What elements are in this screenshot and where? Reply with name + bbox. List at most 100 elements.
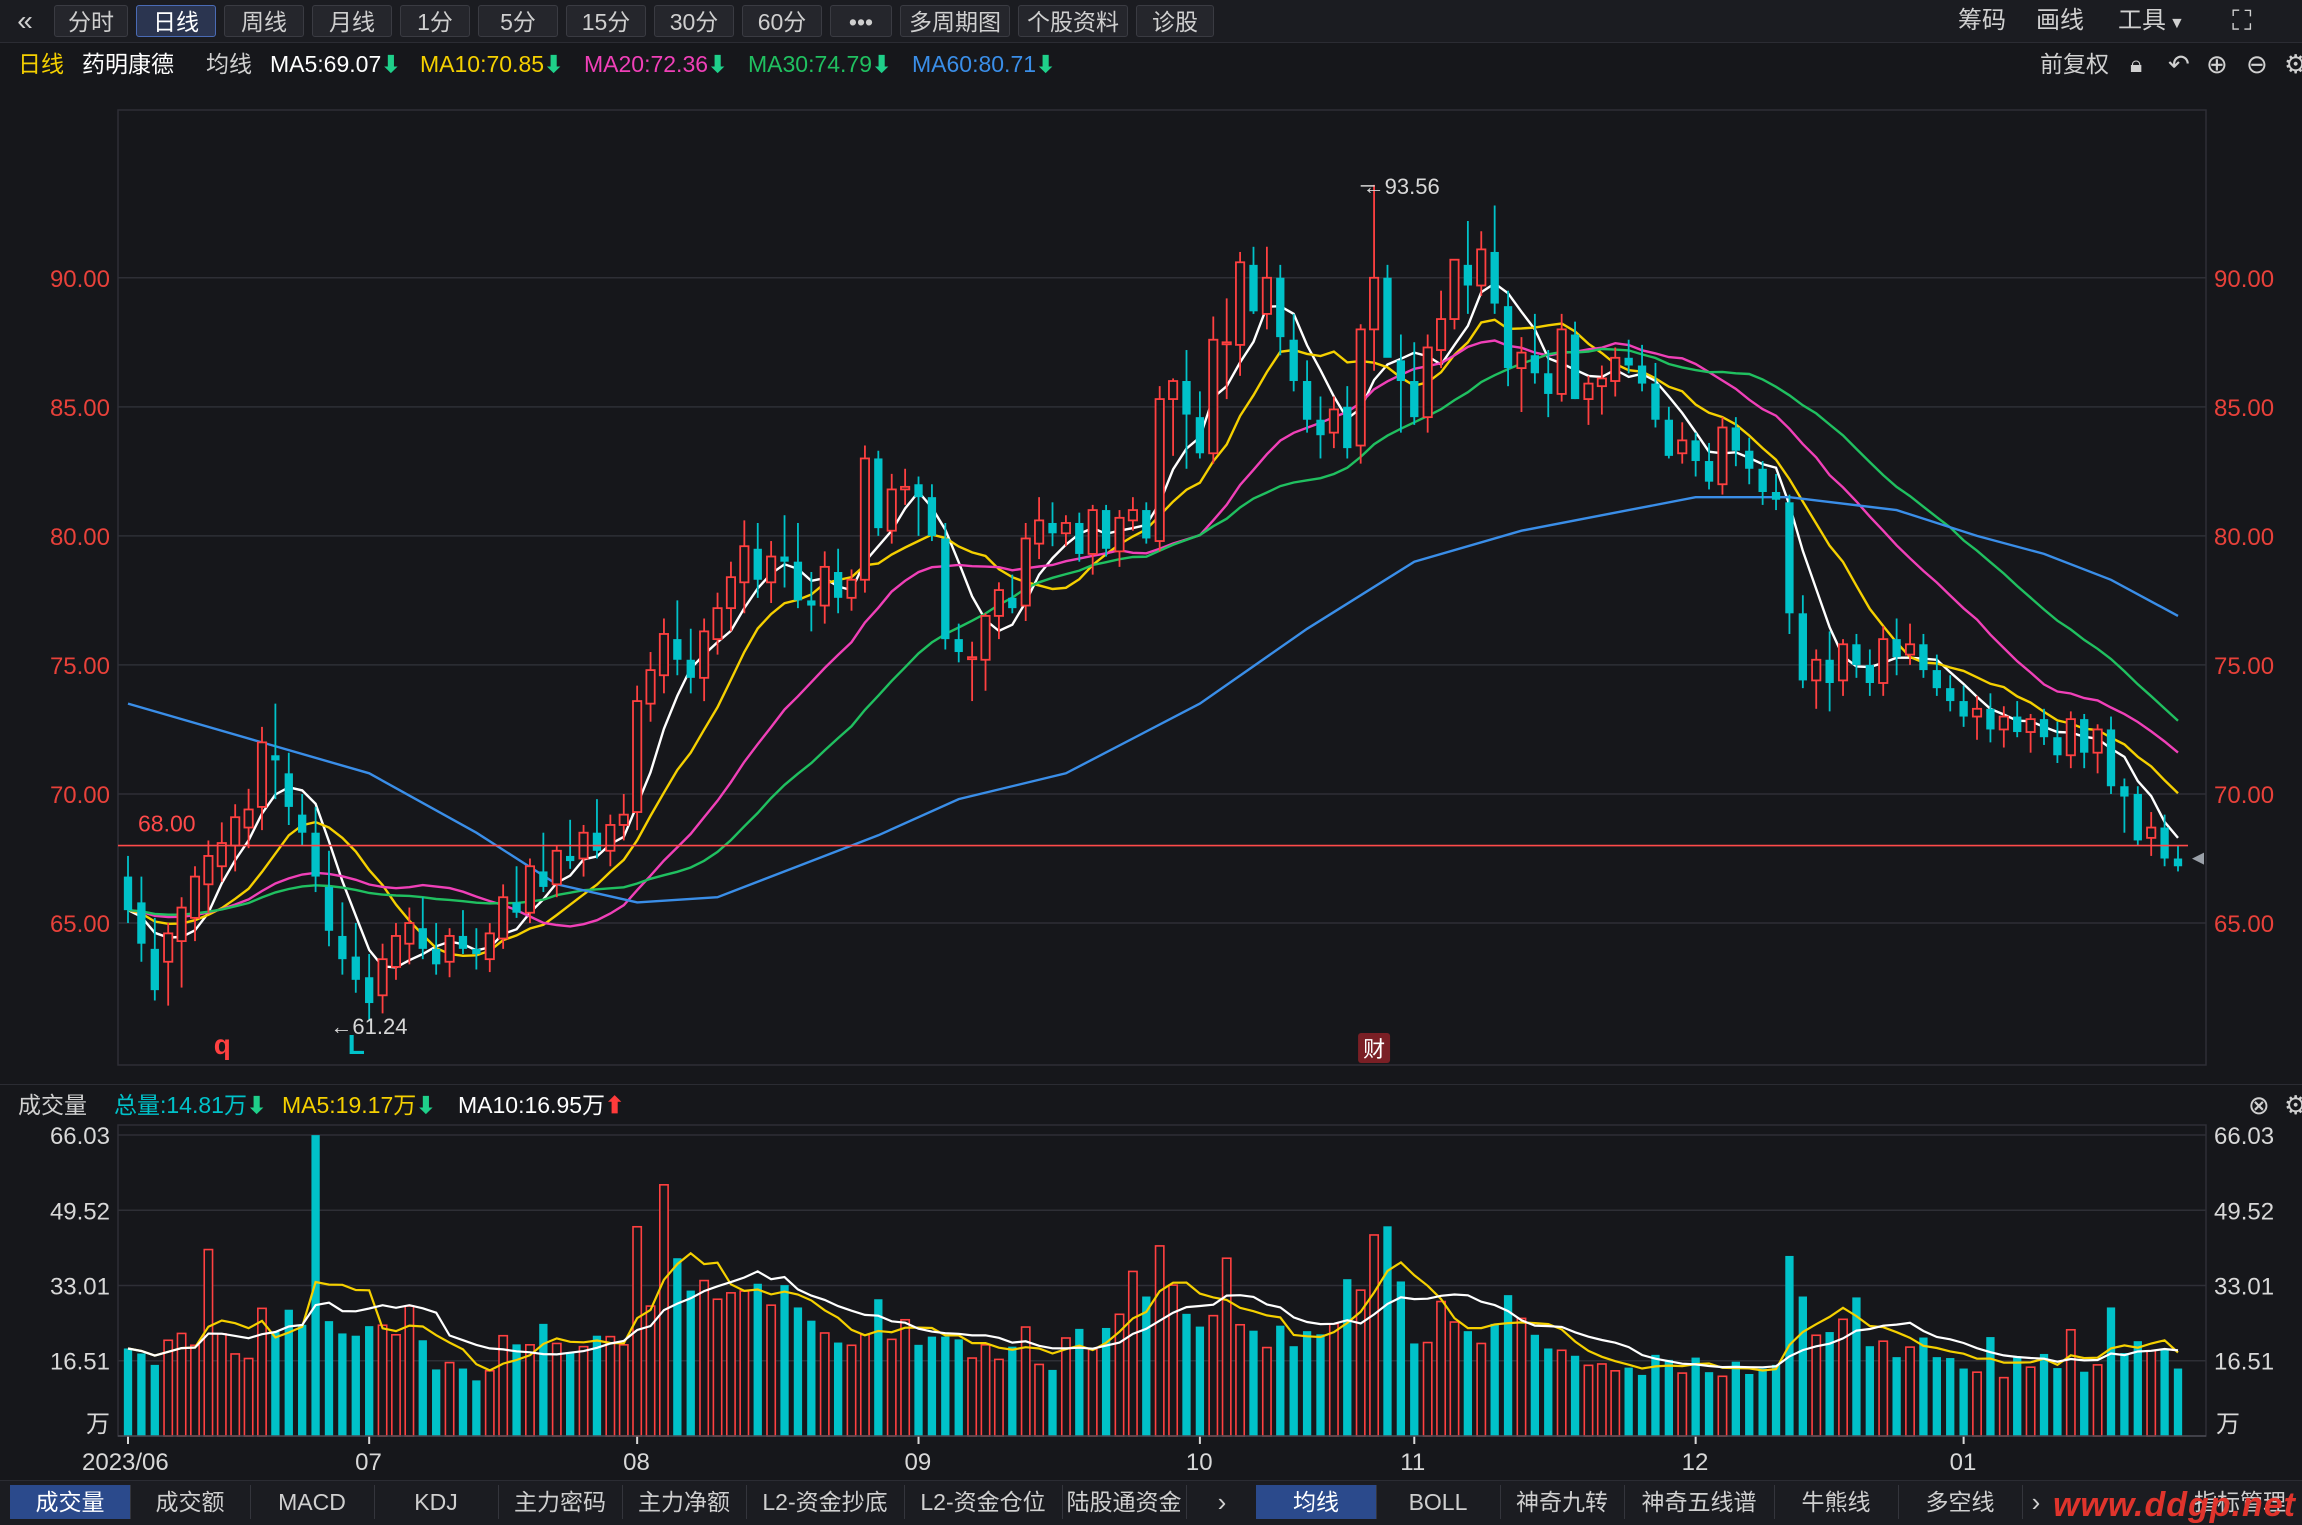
candle-up [967, 656, 978, 661]
volume-bar-down [2133, 1341, 2142, 1436]
period-tab[interactable]: 60分 [742, 5, 822, 37]
volume-bar-down [1637, 1374, 1647, 1436]
candle-down [472, 948, 481, 955]
period-tab[interactable]: 15分 [566, 5, 646, 37]
indicator-tab[interactable]: 成交量 [10, 1485, 131, 1519]
draw-button[interactable]: 画线 [2036, 7, 2084, 34]
indicator-tab[interactable]: 主力净额 [622, 1485, 747, 1519]
volume-bar-down [271, 1332, 280, 1436]
ma60-line [127, 496, 2179, 904]
candle-up [632, 700, 643, 813]
overlay-tab[interactable]: 神奇九转 [1500, 1485, 1625, 1519]
zoom-in-icon[interactable]: ⊕ [2206, 49, 2228, 79]
volume-ma5-line [127, 1251, 2179, 1372]
lock-icon[interactable]: 🔒︎ [2130, 51, 2143, 77]
volume-bar-up [578, 1345, 589, 1437]
period-tab[interactable]: 分时 [54, 5, 128, 37]
volume-bar-down [338, 1333, 347, 1436]
volume-bar-up [230, 1353, 241, 1437]
volume-ma10: MA10:16.95万⬆ [458, 1092, 625, 1118]
indicator-tab[interactable]: KDJ [374, 1485, 499, 1519]
volume-bar-down [1865, 1346, 1874, 1436]
indicator-tabs-bar: 成交量 成交额 MACD KDJ 主力密码 主力净额 L2-资金抄底 L2-资金仓位 陆股通资金… [0, 1480, 2302, 1525]
candle-down [539, 871, 548, 887]
period-tab[interactable]: 个股资料 [1018, 5, 1128, 37]
period-tab[interactable]: ••• [830, 5, 892, 37]
candle-up [1328, 408, 1339, 434]
candle-down [807, 600, 816, 606]
candle-up [819, 565, 830, 607]
volume-bar-down [1302, 1331, 1312, 1436]
indicator-tab[interactable]: L2-资金抄底 [746, 1485, 905, 1519]
volume-bar-up [203, 1248, 214, 1437]
annotations: ←93.56 ←61.24 68.00 q L 财 [118, 174, 2204, 1063]
chevron-right-icon[interactable]: › [1217, 1487, 1227, 1517]
candle-down [1008, 597, 1017, 609]
gear-icon[interactable]: ⚙ [2284, 1090, 2302, 1120]
volume-bar-down [458, 1368, 468, 1436]
arrow-down-icon: ⬇ [1036, 51, 1056, 77]
overlay-tab[interactable]: 多空线 [1898, 1485, 2023, 1519]
indicator-tab[interactable]: L2-资金仓位 [904, 1485, 1063, 1519]
volume-unit-right: 万 [2216, 1411, 2240, 1438]
kline-chart[interactable]: ←93.56 ←61.24 68.00 q L 财 90.00 90.00 85.00 85.0… [0, 0, 2302, 1480]
volume-bar-up [725, 1292, 736, 1437]
candle-down [351, 956, 360, 980]
period-tab[interactable]: 月线 [312, 5, 392, 37]
candle-up [1998, 715, 2009, 731]
fullscreen-icon[interactable]: ⛶ [2232, 5, 2252, 36]
volume-bar-down [2080, 1371, 2089, 1436]
double-chevron-left-icon[interactable]: « [17, 5, 33, 36]
tools-button[interactable]: 工具 ▼ [2118, 7, 2185, 34]
zoom-out-icon[interactable]: ⊖ [2246, 49, 2268, 79]
gear-icon[interactable]: ⚙ [2284, 49, 2302, 79]
candle-down [1276, 277, 1285, 338]
overlay-tab[interactable]: 神奇五线谱 [1624, 1485, 1775, 1519]
volume-bar-down [1544, 1348, 1553, 1436]
candle-down [686, 659, 695, 678]
chevron-right-icon[interactable]: › [2031, 1487, 2041, 1517]
indicator-tab[interactable]: 成交额 [130, 1485, 251, 1519]
candle-down [1570, 334, 1580, 400]
candle-down [1771, 492, 1781, 500]
chips-button[interactable]: 筹码 [1958, 7, 2006, 34]
volume-bar-down [432, 1369, 441, 1436]
overlay-tab[interactable]: 牛熊线 [1774, 1485, 1899, 1519]
period-tab[interactable]: 1分 [400, 5, 470, 37]
candle-down [927, 497, 937, 536]
period-tab[interactable]: 5分 [478, 5, 558, 37]
indicator-manage-button[interactable]: 指标管理 [2194, 1489, 2286, 1515]
volume-bar-up [1168, 1284, 1179, 1437]
volume-bar-up [1583, 1364, 1594, 1437]
overlay-tab[interactable]: BOLL [1376, 1485, 1501, 1519]
arrow-down-icon: ⬇ [246, 1092, 267, 1118]
volume-bar-up [859, 1334, 870, 1437]
candle-down [1396, 360, 1406, 382]
close-icon[interactable]: ⊗ [2248, 1090, 2270, 1120]
period-tab[interactable]: 诊股 [1136, 5, 1214, 37]
indicator-tab[interactable]: 陆股通资金 [1062, 1485, 1187, 1519]
overlay-tab[interactable]: 均线 [1256, 1485, 1377, 1519]
candle-up [1449, 258, 1460, 320]
multi-period-dropdown[interactable]: 多周期图 [900, 5, 1010, 37]
volume-bar-up [993, 1358, 1004, 1437]
volume-bar-up [163, 1339, 174, 1437]
adjust-button[interactable]: 前复权 [2040, 51, 2109, 77]
candle-down [914, 484, 923, 498]
period-tab[interactable]: 周线 [224, 5, 304, 37]
candle-up [739, 545, 750, 584]
ma-label[interactable]: 均线 [206, 51, 252, 77]
candle-down [566, 855, 575, 862]
volume-bar-up [1449, 1321, 1460, 1437]
volume-bar-up [846, 1344, 857, 1437]
undo-icon[interactable]: ↶ [2168, 49, 2190, 79]
indicator-tab[interactable]: 主力密码 [498, 1485, 623, 1519]
period-tab[interactable]: 30分 [654, 5, 734, 37]
candle-up [1811, 658, 1822, 682]
candle-up [1971, 707, 1983, 718]
candle-down [2039, 719, 2049, 738]
indicator-tab[interactable]: MACD [250, 1485, 375, 1519]
volume-bar-up [551, 1342, 562, 1437]
volume-bar-down [927, 1336, 937, 1436]
period-tab[interactable]: 日线 [136, 5, 216, 37]
